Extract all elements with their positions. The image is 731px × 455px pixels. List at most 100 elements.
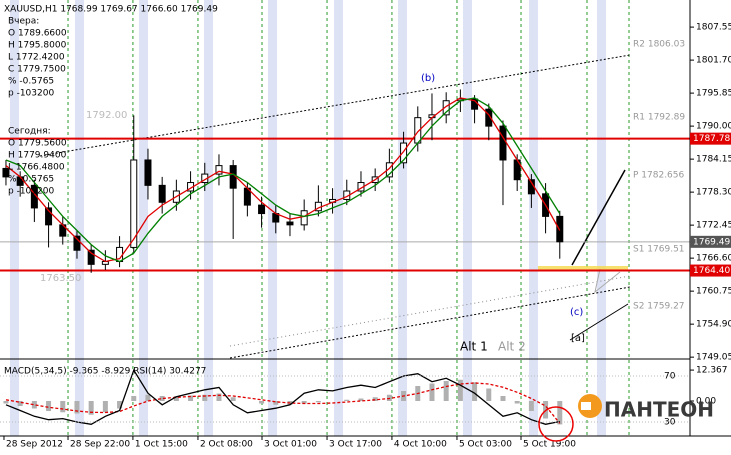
y-tick-label: 1760.75: [696, 287, 731, 297]
pivot-label: P 1782.656: [633, 171, 685, 181]
session-band: [10, 0, 19, 436]
level-label: 1769.49: [693, 237, 730, 247]
info-line: O 1779.5600: [8, 139, 67, 149]
y-tick-label: 1784.15: [696, 155, 731, 165]
x-tick-label: 28 Sep 22:00: [70, 440, 130, 450]
candle-body: [286, 221, 294, 226]
macd-bar: [315, 401, 321, 403]
info-line: O 1789.6600: [8, 29, 67, 39]
session-band: [139, 0, 148, 436]
info-line: % -0.5765: [8, 77, 54, 87]
session-band: [334, 0, 343, 436]
candle-body: [130, 159, 138, 248]
logo-mark-cut: [581, 402, 591, 410]
macd-tick-label: 12.367: [696, 366, 728, 376]
macd-bar: [74, 401, 80, 414]
candle-body: [485, 108, 493, 127]
macd-bar: [273, 401, 279, 405]
pivot-label: S1 1769.51: [633, 245, 685, 255]
macd-bar: [88, 401, 94, 415]
macd-bar: [31, 401, 37, 409]
annotation: (c): [570, 307, 583, 318]
main-plot: [0, 89, 690, 273]
macd-bar: [117, 401, 123, 409]
macd-bar: [3, 401, 9, 404]
forecast-2: [569, 303, 629, 341]
candle-body: [300, 210, 308, 226]
info-line: H 1795.8000: [8, 41, 67, 51]
rsi-tick-label: 30: [664, 418, 676, 428]
x-tick-label: 2 Oct 08:00: [200, 440, 253, 450]
y-tick-label: 1749.05: [696, 353, 731, 363]
candle-body: [73, 235, 81, 251]
macd-bar: [259, 401, 265, 404]
candle-body: [556, 215, 564, 243]
x-tick-label: 5 Oct 19:00: [523, 440, 576, 450]
macd-bar: [557, 401, 563, 425]
info-line: L 1766.4800: [8, 163, 65, 173]
macd-bar: [216, 393, 222, 401]
macd-bar: [17, 401, 23, 406]
macd-bar: [46, 401, 52, 411]
macd-bar: [528, 401, 534, 411]
level-box: [690, 132, 731, 145]
macd-bar: [358, 398, 364, 401]
macd-bar: [500, 396, 506, 401]
level-box: [690, 235, 731, 248]
macd-bar: [131, 396, 137, 401]
candle-body: [385, 162, 393, 178]
macd-bar: [188, 395, 194, 401]
indicator-pane: [0, 368, 690, 425]
y-tick-label: 1801.70: [696, 56, 731, 66]
x-tick-label: 3 Oct 17:00: [329, 440, 382, 450]
session-band: [463, 0, 472, 436]
y-tick-label: 1795.85: [696, 89, 731, 99]
macd-bar: [173, 396, 179, 401]
macd-bar: [202, 394, 208, 401]
info-line: C 1779.7500: [8, 65, 66, 75]
session-band: [204, 0, 213, 436]
macd-bar: [145, 394, 151, 401]
session-band: [75, 0, 84, 436]
macd-bar: [301, 401, 307, 404]
macd-tick-label: 0.00: [696, 397, 716, 407]
y-tick-label: 1754.90: [696, 320, 731, 330]
x-tick-label: 28 Sep 2012: [6, 440, 63, 450]
target-zone: [538, 266, 628, 271]
annotation: [a]: [571, 333, 585, 344]
axes: 28 Sep 2012 28 Sep 22:00 1 Oct 15:00 2 Oct …: [3, 5, 731, 450]
symbol-line: XAUUSD,H1 1768.99 1769.67 1766.60 1769.4…: [4, 5, 218, 15]
macd-bar: [372, 397, 378, 401]
macd-bar: [429, 383, 435, 401]
macd-bar: [457, 379, 463, 401]
macd-bar: [60, 401, 66, 413]
info-line: Вчера:: [8, 17, 39, 27]
y-tick-label: 1807.55: [696, 23, 731, 33]
forecast: [571, 169, 626, 266]
candle-body: [442, 100, 450, 116]
session-band: [597, 0, 606, 436]
candle-body: [215, 165, 223, 175]
info-line: Сегодня:: [8, 127, 51, 137]
level-label: 1764.40: [693, 266, 730, 276]
candle-body: [87, 249, 95, 265]
info-line: p -103200: [8, 187, 54, 197]
macd-bar: [159, 396, 165, 401]
annotation: 1763.50: [40, 273, 81, 284]
y-tick-label: 1766.60: [696, 254, 731, 264]
candle-body: [45, 207, 53, 226]
highlight-circle: [538, 406, 574, 442]
info-line: L 1772.4200: [8, 53, 65, 63]
annotation: Alt 2: [498, 340, 526, 354]
logo: ПАНТЕОН: [604, 398, 714, 422]
pivot-label: R1 1792.89: [633, 113, 685, 123]
y-tick-label: 1790.00: [696, 122, 731, 132]
y-tick-label: 1772.45: [696, 221, 731, 231]
candle-body: [258, 204, 266, 215]
macd-bar: [472, 382, 478, 401]
indicator-title: MACD(5,34,5) -9.365 -8.929 RSI(14) 30.42…: [4, 367, 206, 377]
alt-forecast: [594, 268, 621, 294]
macd-bar: [102, 401, 108, 413]
